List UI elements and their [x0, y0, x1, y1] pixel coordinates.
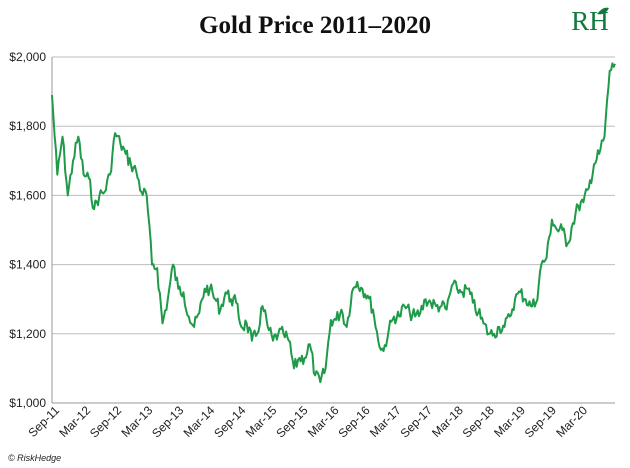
- y-axis-ticks: $1,000 $1,200 $1,400 $1,600 $1,800 $2,000: [9, 50, 46, 410]
- y-tick-label: $1,000: [9, 396, 46, 410]
- logo-leaf-icon: [597, 7, 609, 15]
- x-tick-label: Sep-18: [460, 403, 497, 440]
- gold-price-line: [51, 62, 616, 384]
- x-tick-label: Mar-18: [429, 403, 466, 440]
- y-tick-label: $2,000: [9, 50, 46, 64]
- x-tick-label: Mar-14: [181, 403, 218, 440]
- y-tick-label: $1,200: [9, 327, 46, 341]
- x-tick-label: Mar-12: [56, 403, 93, 440]
- chart-title: Gold Price 2011–2020: [199, 12, 431, 39]
- x-tick-label: Sep-15: [273, 403, 310, 440]
- x-tick-label: Sep-16: [335, 403, 372, 440]
- x-tick-label: Sep-17: [398, 403, 435, 440]
- copyright-text: © RiskHedge: [8, 453, 61, 463]
- x-tick-label: Sep-14: [211, 403, 248, 440]
- x-tick-label: Mar-16: [305, 403, 342, 440]
- y-tick-label: $1,400: [9, 258, 46, 272]
- x-tick-label: Mar-13: [119, 403, 156, 440]
- x-tick-label: Mar-20: [553, 403, 590, 440]
- x-tick-label: Sep-12: [87, 403, 124, 440]
- x-tick-label: Sep-19: [522, 403, 559, 440]
- y-tick-label: $1,600: [9, 188, 46, 202]
- x-tick-label: Mar-19: [491, 403, 528, 440]
- x-tick-label: Mar-15: [243, 403, 280, 440]
- x-axis-ticks: Sep-11Mar-12Sep-12Mar-13Sep-13Mar-14Sep-…: [25, 403, 590, 440]
- x-tick-label: Mar-17: [367, 403, 404, 440]
- y-tick-label: $1,800: [9, 119, 46, 133]
- riskhedge-logo: RH: [571, 6, 609, 36]
- x-tick-label: Sep-13: [149, 403, 186, 440]
- gridlines: [51, 56, 615, 404]
